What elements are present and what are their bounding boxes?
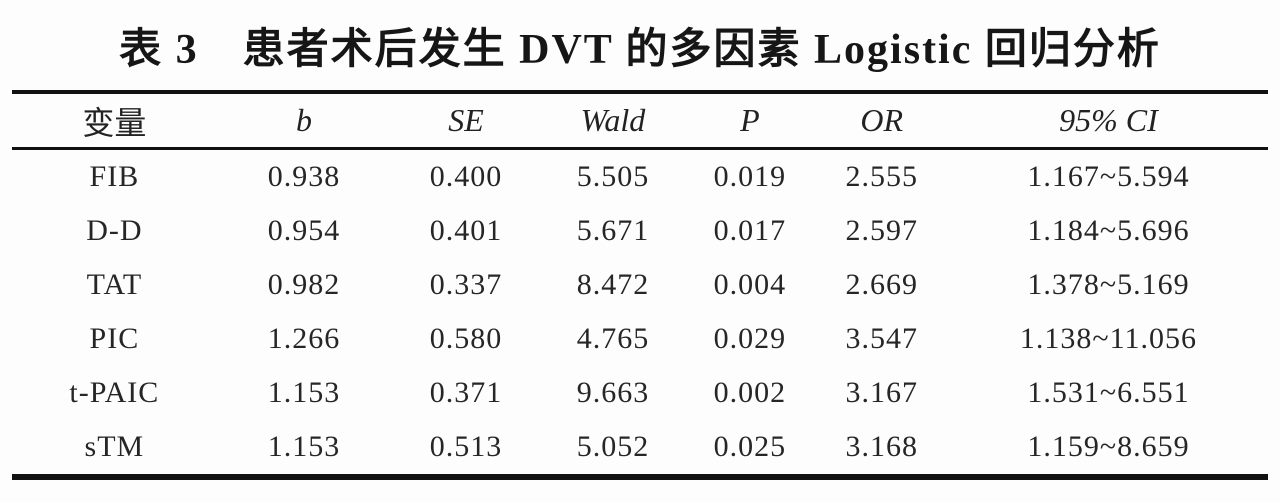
cell-variable: D-D xyxy=(86,214,143,247)
cell-ci: 1.138~11.056 xyxy=(1019,322,1198,355)
cell-wald: 5.052 xyxy=(576,430,650,463)
cell-ci: 1.531~6.551 xyxy=(1027,376,1190,409)
cell-ci: 1.184~5.696 xyxy=(1027,214,1190,247)
table-title: 表 3 患者术后发生 DVT 的多因素 Logistic 回归分析 xyxy=(119,26,1161,73)
cell-variable: TAT xyxy=(86,268,143,301)
cell-wald: 4.765 xyxy=(576,322,650,355)
table-row: sTM 1.153 0.513 5.052 0.025 3.168 1.159~8.659 xyxy=(12,420,1268,477)
column-header-variable: 变量 xyxy=(12,92,217,150)
table-row: D-D 0.954 0.401 5.671 0.017 2.597 1.184~5.696 xyxy=(12,204,1268,258)
cell-or: 2.597 xyxy=(845,214,918,247)
cell-p: 0.019 xyxy=(713,160,787,193)
column-header-b: b xyxy=(216,92,392,150)
cell-b: 0.954 xyxy=(267,214,341,247)
cell-wald: 5.671 xyxy=(576,214,650,247)
table-row: TAT 0.982 0.337 8.472 0.004 2.669 1.378~5.169 xyxy=(12,258,1268,312)
cell-p: 0.004 xyxy=(713,268,787,301)
cell-b: 0.938 xyxy=(267,160,341,193)
cell-se: 0.513 xyxy=(429,430,503,463)
cell-b: 1.153 xyxy=(267,376,341,409)
cell-se: 0.401 xyxy=(429,214,503,247)
table-title-row: 表 3 患者术后发生 DVT 的多因素 Logistic 回归分析 xyxy=(0,0,1280,90)
cell-or: 2.555 xyxy=(845,160,918,193)
cell-wald: 8.472 xyxy=(576,268,650,301)
cell-ci: 1.159~8.659 xyxy=(1027,430,1190,463)
cell-se: 0.371 xyxy=(429,376,503,409)
cell-se: 0.400 xyxy=(429,160,503,193)
column-header-p: P xyxy=(685,92,815,150)
cell-variable: sTM xyxy=(84,430,145,463)
cell-variable: FIB xyxy=(89,160,140,193)
table-header-row: 变量 b SE Wald P OR 95% CI xyxy=(12,92,1268,150)
cell-p: 0.025 xyxy=(713,430,787,463)
cell-ci: 1.167~5.594 xyxy=(1027,160,1190,193)
cell-variable: t-PAIC xyxy=(69,376,160,409)
table-body: FIB 0.938 0.400 5.505 0.019 2.555 1.167~5.594 D… xyxy=(12,149,1268,478)
cell-or: 3.167 xyxy=(845,376,918,409)
cell-b: 1.266 xyxy=(267,322,341,355)
cell-b: 0.982 xyxy=(267,268,341,301)
cell-p: 0.002 xyxy=(713,376,787,409)
cell-se: 0.580 xyxy=(429,322,503,355)
cell-p: 0.017 xyxy=(713,214,787,247)
cell-ci: 1.378~5.169 xyxy=(1027,268,1190,301)
cell-wald: 9.663 xyxy=(576,376,650,409)
cell-se: 0.337 xyxy=(429,268,503,301)
column-header-se: SE xyxy=(391,92,541,150)
cell-or: 3.547 xyxy=(845,322,918,355)
cell-wald: 5.505 xyxy=(576,160,650,193)
cell-variable: PIC xyxy=(89,322,140,355)
table-row: t-PAIC 1.153 0.371 9.663 0.002 3.167 1.531~6.5… xyxy=(12,366,1268,420)
cell-p: 0.029 xyxy=(713,322,787,355)
cell-or: 3.168 xyxy=(845,430,918,463)
column-header-ci: 95% CI xyxy=(948,92,1268,150)
cell-b: 1.153 xyxy=(267,430,341,463)
table-row: PIC 1.266 0.580 4.765 0.029 3.547 1.138~11.056 xyxy=(12,312,1268,366)
column-header-or: OR xyxy=(814,92,949,150)
logistic-regression-table: 变量 b SE Wald P OR 95% CI FIB 0.938 0.400 5.505 0.0… xyxy=(12,90,1268,480)
table-row: FIB 0.938 0.400 5.505 0.019 2.555 1.167~5.594 xyxy=(12,149,1268,205)
cell-or: 2.669 xyxy=(845,268,918,301)
column-header-wald: Wald xyxy=(540,92,686,150)
